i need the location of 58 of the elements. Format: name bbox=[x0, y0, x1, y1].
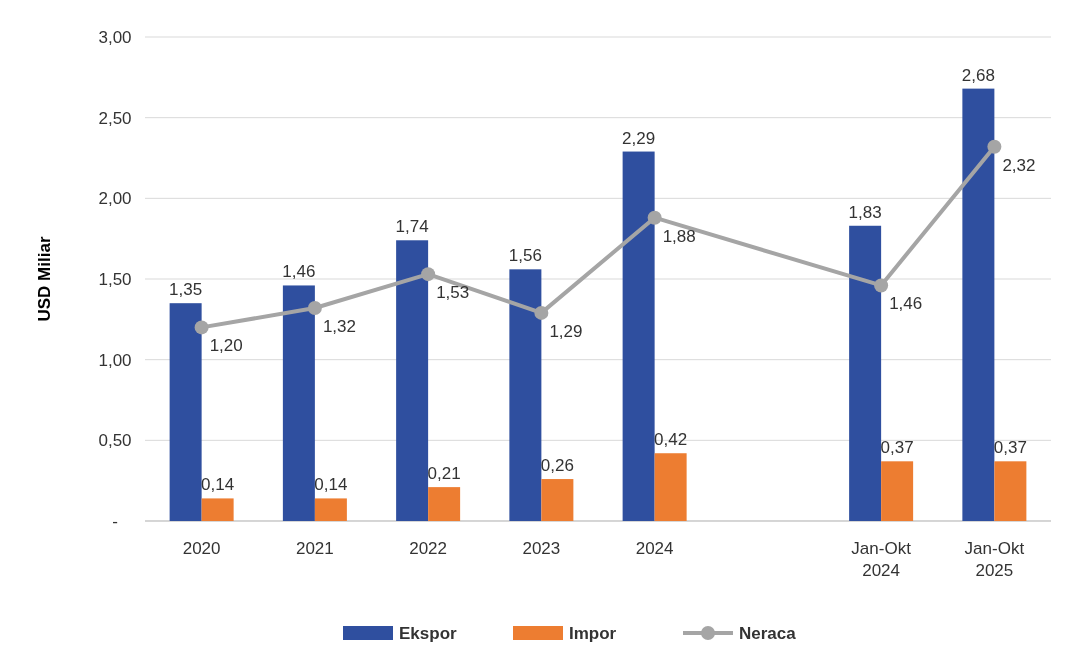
data-label: 0,26 bbox=[540, 456, 574, 476]
data-label: 1,83 bbox=[848, 202, 882, 222]
y-tick-label: 3,00 bbox=[98, 27, 132, 47]
bar bbox=[314, 498, 347, 521]
y-tick-label: - bbox=[112, 511, 118, 531]
point bbox=[307, 301, 322, 316]
point bbox=[987, 139, 1002, 154]
data-label: 1,35 bbox=[169, 280, 203, 300]
bar bbox=[994, 461, 1027, 521]
x-tick-label: 2024 bbox=[635, 539, 674, 558]
legend-label: Impor bbox=[569, 623, 617, 643]
bar bbox=[509, 269, 542, 521]
x-tick-label: 2020 bbox=[182, 539, 221, 558]
data-label: 1,74 bbox=[395, 217, 429, 237]
bar bbox=[396, 240, 429, 521]
y-tick-label: 1,50 bbox=[98, 269, 132, 289]
data-label: 2,68 bbox=[961, 65, 995, 85]
point bbox=[874, 278, 889, 293]
data-label: 0,14 bbox=[314, 475, 348, 495]
data-label: 1,88 bbox=[662, 226, 696, 246]
data-label: 0,37 bbox=[880, 438, 914, 458]
x-tick-label: Jan-Okt 2025 bbox=[964, 539, 1025, 580]
y-tick-label: 1,00 bbox=[98, 350, 132, 370]
y-tick-label: 2,50 bbox=[98, 108, 132, 128]
point bbox=[534, 305, 549, 320]
y-tick-label: 0,50 bbox=[98, 431, 132, 451]
bar bbox=[881, 461, 914, 521]
y-tick-label: 2,00 bbox=[98, 189, 132, 209]
y-axis-title: USD Miliar bbox=[35, 236, 54, 322]
point bbox=[421, 267, 436, 282]
data-label: 0,21 bbox=[427, 464, 461, 484]
data-label: 1,20 bbox=[209, 336, 243, 356]
data-label: 1,56 bbox=[508, 246, 542, 266]
data-label: 1,46 bbox=[282, 262, 316, 282]
bar bbox=[654, 453, 687, 521]
legend-label: Ekspor bbox=[399, 623, 458, 643]
bar bbox=[541, 479, 574, 521]
data-label: 1,32 bbox=[322, 317, 356, 337]
point bbox=[647, 210, 662, 225]
data-label: 1,46 bbox=[889, 294, 923, 314]
data-label: 0,37 bbox=[993, 438, 1027, 458]
x-tick-label: 2022 bbox=[409, 539, 448, 558]
data-label: 2,32 bbox=[1002, 155, 1036, 175]
bar bbox=[282, 285, 315, 521]
bar bbox=[428, 487, 461, 521]
data-label: 1,53 bbox=[436, 283, 470, 303]
x-tick-label: 2023 bbox=[522, 539, 561, 558]
bar bbox=[849, 225, 882, 521]
bar bbox=[622, 151, 655, 521]
data-label: 2,29 bbox=[622, 128, 656, 148]
bar bbox=[962, 88, 995, 521]
x-tick-label: 2021 bbox=[295, 539, 334, 558]
data-label: 1,29 bbox=[549, 321, 583, 341]
bar bbox=[169, 303, 202, 521]
point bbox=[194, 320, 209, 335]
x-tick-label: Jan-Okt 2024 bbox=[851, 539, 912, 580]
bar bbox=[201, 498, 234, 521]
legend-label: Neraca bbox=[739, 623, 797, 643]
